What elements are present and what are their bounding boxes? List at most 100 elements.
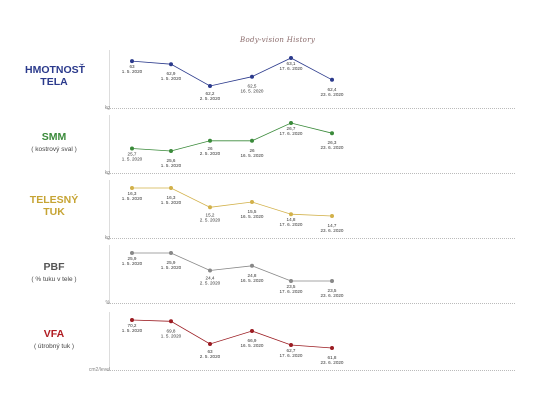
series-line (131, 319, 333, 349)
data-point (208, 268, 212, 273)
data-date-label: 23. 6. 2020 (321, 145, 344, 150)
data-value-label: 26 (207, 146, 213, 151)
data-date-label: 1. 5. 2020 (122, 261, 143, 266)
metric-subtitle: ( útrobný tuk ) (33, 343, 75, 350)
data-point (250, 329, 254, 333)
data-value-label: 26,7 (287, 126, 296, 131)
data-value-label: 26,3 (328, 140, 337, 145)
data-value-label: 62,9 (167, 71, 176, 76)
data-date-label: 1. 5. 2020 (161, 163, 182, 168)
data-date-label: 16. 5. 2020 (241, 153, 264, 158)
metric-label: SMM ( kostrový sval ) (25, 131, 83, 154)
metric-title: TELA (40, 76, 68, 88)
data-point (169, 149, 173, 153)
data-point (330, 279, 334, 283)
panel-axis-line (109, 245, 110, 303)
data-value-label: 14,8 (287, 217, 296, 222)
data-date-label: 23. 6. 2020 (321, 92, 344, 97)
data-date-label: 17. 6. 2020 (280, 66, 303, 71)
data-value-label: 16,3 (167, 195, 176, 200)
panel-baseline (107, 238, 515, 239)
data-date-label: 1. 5. 2020 (161, 76, 182, 81)
data-date-label: 23. 6. 2020 (321, 293, 344, 298)
data-value-label: 25,9 (128, 256, 137, 261)
data-point (250, 263, 254, 268)
data-date-label: 16. 5. 2020 (241, 278, 264, 283)
data-point (289, 343, 293, 347)
metric-subtitle: ( kostrový sval ) (31, 146, 77, 153)
data-value-label: 26 (249, 148, 255, 153)
data-point (130, 186, 134, 190)
metric-title: HMOTNOSŤ (25, 64, 86, 76)
unit-label: % (105, 300, 110, 306)
data-value-label: 66,9 (248, 338, 257, 343)
metric-title: SMM (41, 131, 67, 143)
data-point (169, 62, 173, 67)
data-date-label: 23. 6. 2020 (321, 360, 344, 365)
series-line (131, 122, 333, 152)
panel-baseline (107, 108, 515, 109)
data-point (130, 59, 134, 64)
panel-baseline (107, 173, 515, 174)
data-value-label: 70,2 (128, 323, 137, 328)
metric-title: VFA (43, 328, 65, 340)
data-date-label: 1. 5. 2020 (161, 333, 182, 338)
panel-baseline (107, 303, 515, 304)
data-value-label: 62,2 (206, 91, 215, 96)
data-value-label: 63 (129, 64, 135, 69)
data-date-label: 1. 5. 2020 (122, 69, 143, 74)
data-value-label: 61,8 (328, 355, 337, 360)
metric-label: TELESNÝ TUK (25, 194, 83, 218)
metric-title: PBF (43, 261, 65, 273)
data-value-label: 16,3 (128, 191, 137, 196)
data-point (330, 346, 334, 350)
data-point (250, 74, 254, 79)
data-value-label: 23,5 (328, 288, 337, 293)
data-value-label: 63,1 (287, 61, 296, 66)
data-value-label: 63 (207, 349, 213, 354)
data-value-label: 23,5 (287, 284, 296, 289)
data-value-label: 62,5 (248, 84, 257, 89)
data-point (208, 84, 212, 88)
data-point (130, 146, 134, 151)
panel-axis-line (109, 50, 110, 108)
data-point (130, 251, 134, 255)
data-date-label: 16. 5. 2020 (241, 89, 264, 94)
metric-label: VFA ( útrobný tuk ) (25, 328, 83, 351)
unit-label: kg (104, 235, 110, 241)
data-value-label: 15,5 (248, 209, 257, 214)
metric-title: TUK (43, 206, 65, 218)
data-date-label: 23. 6. 2020 (321, 228, 344, 233)
unit-label: kg (104, 105, 110, 111)
data-point (330, 131, 334, 136)
data-value-label: 25,7 (128, 152, 137, 157)
data-date-label: 17. 6. 2020 (280, 353, 303, 358)
data-date-label: 16. 5. 2020 (241, 343, 264, 348)
data-value-label: 62,7 (287, 348, 296, 353)
data-point (330, 77, 334, 82)
data-value-label: 15,2 (206, 212, 215, 217)
data-date-label: 2. 5. 2020 (200, 281, 221, 286)
data-date-label: 17. 6. 2020 (280, 289, 303, 294)
data-value-label: 24,4 (206, 276, 215, 281)
data-point (208, 205, 212, 210)
metric-subtitle: ( % tuku v tele ) (31, 276, 77, 283)
data-date-label: 1. 5. 2020 (161, 265, 182, 270)
chart-panel: HMOTNOSŤ TELA kg 63 1. 5. 2020 62,9 1. 5. 2020… (25, 50, 520, 112)
metric-label: PBF ( % tuku v tele ) (25, 261, 83, 284)
data-value-label: 25,9 (167, 260, 176, 265)
data-date-label: 2. 5. 2020 (200, 354, 221, 359)
unit-label: kg (104, 170, 110, 176)
data-date-label: 1. 5. 2020 (161, 200, 182, 205)
panel-axis-line (109, 180, 110, 238)
data-date-label: 1. 5. 2020 (122, 328, 143, 333)
data-point (330, 214, 334, 218)
data-point (208, 342, 212, 346)
data-date-label: 1. 5. 2020 (122, 196, 143, 201)
series-line (132, 187, 333, 217)
data-point (208, 138, 212, 143)
data-point (169, 319, 173, 324)
